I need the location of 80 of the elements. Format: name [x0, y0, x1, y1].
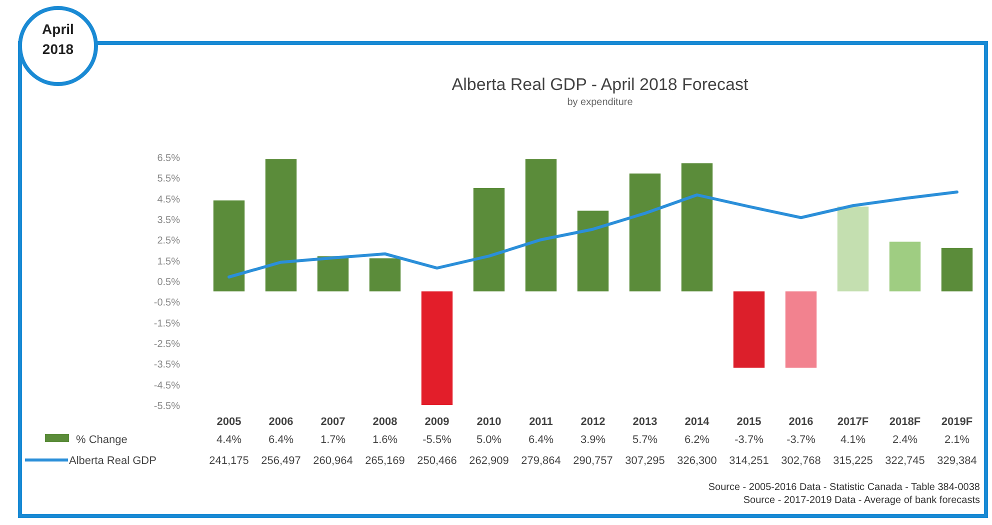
x-tick-label: 2005 [216, 416, 242, 428]
x-tick-label: 2019F [941, 416, 973, 428]
data-label: 260,964 [313, 455, 353, 467]
chart-subtitle: by expenditure [567, 97, 634, 108]
x-tick-label: 2017F [837, 416, 869, 428]
y-tick-label: -1.5% [154, 318, 180, 330]
data-label: 279,864 [521, 455, 561, 467]
x-tick-label: 2016 [788, 416, 814, 428]
x-tick-label: 2015 [736, 416, 762, 428]
bar [265, 159, 297, 292]
data-label: 250,466 [417, 455, 457, 467]
bar [681, 163, 713, 292]
data-label: 5.0% [476, 434, 502, 446]
y-tick-label: 2.5% [157, 236, 180, 247]
source-note: Source - 2017-2019 Data - Average of bank forecasts [743, 495, 980, 506]
data-label: 5.7% [632, 434, 658, 446]
bar [473, 188, 505, 292]
y-tick-label: 6.5% [157, 153, 180, 164]
data-label: 6.4% [268, 434, 294, 446]
chart-title: Alberta Real GDP - April 2018 Forecast [452, 75, 748, 94]
bar [421, 291, 453, 405]
data-label: 256,497 [261, 455, 301, 467]
data-label: 1.7% [320, 434, 346, 446]
bar [785, 291, 817, 368]
x-tick-label: 2013 [632, 416, 658, 428]
source-note: Source - 2005-2016 Data - Statistic Canada - Table 384-0038 [708, 482, 980, 493]
y-tick-label: -2.5% [154, 339, 180, 350]
y-tick-label: 0.5% [157, 277, 180, 288]
bar [213, 200, 245, 292]
y-tick-label: -4.5% [154, 380, 180, 392]
data-label: 329,384 [937, 455, 977, 467]
legend-label: % Change [76, 434, 128, 446]
y-tick-label: 3.5% [157, 215, 180, 226]
data-label: 6.2% [684, 434, 710, 446]
y-tick-label: 1.5% [157, 256, 180, 268]
data-label: 326,300 [677, 455, 717, 467]
y-tick-label: -3.5% [154, 360, 180, 371]
y-tick-label: -5.5% [154, 401, 180, 412]
data-label: 6.4% [528, 434, 554, 446]
x-tick-label: 2012 [580, 416, 606, 428]
bar [889, 242, 921, 292]
data-label: 2.4% [892, 434, 918, 446]
text: April 2018 [42, 21, 74, 57]
bar [577, 210, 609, 292]
bar [733, 291, 765, 368]
data-label: 314,251 [729, 455, 769, 467]
bar [369, 258, 401, 292]
data-label: 290,757 [573, 455, 613, 467]
bar [837, 206, 869, 292]
legend-label: Alberta Real GDP [69, 455, 156, 467]
x-tick-label: 2011 [529, 416, 553, 428]
x-tick-label: 2007 [320, 416, 346, 428]
data-label: 4.4% [216, 434, 242, 446]
bar [941, 248, 973, 292]
data-label: 322,745 [885, 455, 925, 467]
data-label: 315,225 [833, 455, 873, 467]
data-label: 1.6% [372, 434, 398, 446]
bar [317, 256, 349, 292]
bar [525, 159, 557, 292]
data-label: 4.1% [840, 434, 866, 446]
data-label: 262,909 [469, 455, 509, 467]
data-label: -3.7% [786, 434, 816, 446]
data-label: -5.5% [422, 434, 452, 446]
x-tick-label: 2009 [424, 416, 450, 428]
data-label: 241,175 [209, 455, 249, 467]
data-label: 265,169 [365, 455, 405, 467]
x-tick-label: 2018F [889, 416, 921, 428]
data-label: -3.7% [734, 434, 764, 446]
y-tick-label: 5.5% [157, 174, 180, 185]
data-label: 3.9% [580, 434, 606, 446]
bar [629, 174, 661, 292]
data-label: 2.1% [944, 434, 970, 446]
data-label: 307,295 [625, 455, 665, 467]
y-tick-label: -0.5% [154, 298, 180, 309]
x-tick-label: 2010 [476, 416, 502, 428]
x-tick-label: 2014 [684, 416, 710, 428]
data-label: 302,768 [781, 455, 821, 467]
x-tick-label: 2006 [268, 416, 294, 428]
x-tick-label: 2008 [372, 416, 398, 428]
y-tick-label: 4.5% [157, 194, 180, 206]
